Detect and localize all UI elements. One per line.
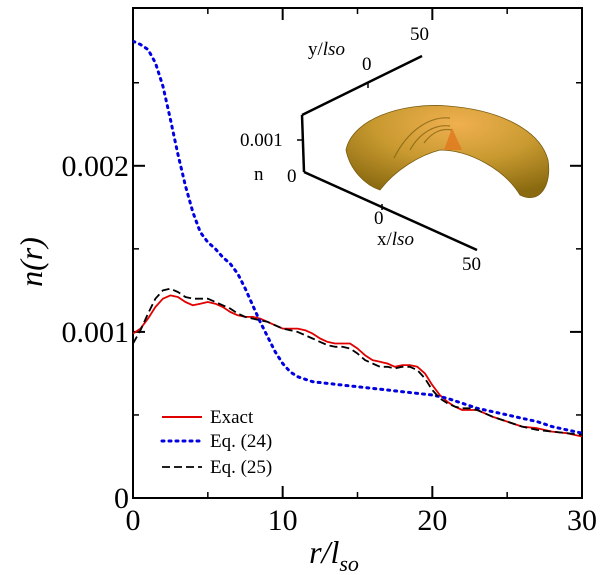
legend: Exact Eq. (24) Eq. (25) [160,407,272,478]
y-tick-label: 0 [114,482,129,515]
legend-label-exact: Exact [210,407,254,428]
inset-n-tick-0: 0 [287,166,297,187]
series-layer [133,39,582,438]
legend-label-eq24: Eq. (24) [210,431,272,452]
inset-surface-peak [444,128,462,150]
inset-y-tick-50: 50 [410,24,429,45]
inset-x-axis-line [303,170,478,252]
inset-surface-ripple-3 [423,128,453,144]
inset-x-tick-50: 50 [462,254,481,275]
inset-surface [345,105,550,198]
inset-surface-ripple-1 [393,117,451,159]
inset-y-label: y/lso [308,39,345,60]
inset-y-label-italic: lso [323,39,345,60]
inset-x-label: x/lso [377,229,414,250]
inset-x-label-main: x/ [377,229,393,250]
inset-surface-ripple-2 [409,125,451,151]
inset-n-label: n [254,164,264,185]
legend-label-eq25: Eq. (25) [210,457,272,478]
series-line-2 [133,287,582,436]
inset-y-tick-0: 0 [362,54,372,75]
inset-3d-plot: y/lso 0 50 0.001 n 0 0 x/lso 50 [240,24,550,275]
x-axis-title-main: r/l [309,534,339,570]
series-line-1 [133,39,582,435]
x-axis-title-sub: so [339,551,359,575]
series-line-0 [133,294,582,438]
inset-n-tick-0001: 0.001 [240,130,283,151]
y-axis-title: n(r) [13,237,49,287]
inset-x-tick-0: 0 [374,208,384,229]
x-axis-ticks: 0 10 20 30 [126,8,597,537]
inset-n-axis-line [300,114,306,173]
inset-y-label-main: y/ [308,39,324,60]
inset-x-label-italic: lso [392,229,414,250]
x-tick-label: 10 [268,504,298,537]
x-tick-label: 0 [126,504,141,537]
inset-y-axis-line [301,54,423,117]
x-tick-label: 20 [417,504,447,537]
y-tick-label: 0.001 [62,316,130,349]
y-tick-label: 0.002 [62,150,130,183]
x-tick-label: 30 [567,504,597,537]
x-axis-title: r/lso [309,534,359,575]
